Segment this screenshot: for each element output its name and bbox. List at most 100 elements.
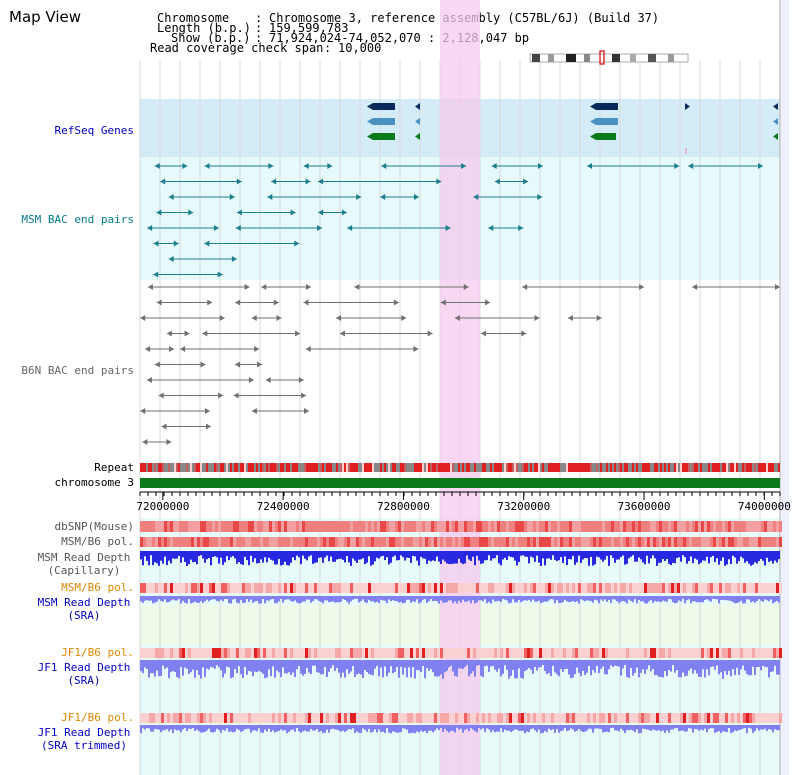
pol-cell <box>494 537 497 547</box>
repeat-segment <box>290 463 292 472</box>
depth-bar <box>436 551 438 557</box>
depth-bar <box>162 551 164 564</box>
pol-cell <box>707 521 710 532</box>
depth-bar <box>618 551 620 560</box>
pol-cell <box>347 583 350 593</box>
depth-bar <box>772 725 774 733</box>
depth-bar <box>436 725 438 729</box>
pol-cell <box>377 713 380 723</box>
depth-bar <box>392 596 394 601</box>
depth-bar <box>464 660 466 668</box>
pol-cell <box>542 537 545 547</box>
depth-bar <box>300 725 302 733</box>
depth-bar <box>366 596 368 603</box>
bac-end <box>166 439 172 445</box>
depth-bar <box>680 551 682 562</box>
pol-cell <box>452 521 455 532</box>
bac-end <box>518 225 524 231</box>
depth-bar <box>496 596 498 602</box>
pol-cell <box>674 537 677 547</box>
track-label-jf1-depth-trim: JF1 Read Depth (SRA trimmed) <box>37 726 131 752</box>
pol-cell <box>629 713 632 723</box>
bac-end <box>494 178 500 185</box>
pol-cell <box>305 648 308 658</box>
depth-bar <box>550 596 552 600</box>
pol-cell <box>602 713 605 723</box>
depth-bar <box>588 660 590 666</box>
depth-bar <box>324 551 326 558</box>
depth-bar <box>654 660 656 676</box>
depth-bar <box>466 725 468 729</box>
repeat-segment <box>718 463 720 472</box>
depth-bar <box>358 551 360 560</box>
pol-cell <box>773 583 776 593</box>
depth-bar <box>146 551 148 561</box>
depth-bar <box>366 660 368 673</box>
bac-end <box>161 423 167 430</box>
depth-bar <box>256 596 258 601</box>
depth-bar <box>706 660 708 670</box>
depth-bar <box>430 725 432 731</box>
repeat-segment <box>398 463 400 472</box>
pol-cell <box>494 521 497 532</box>
depth-bar <box>294 660 296 678</box>
bac-end <box>295 330 301 337</box>
pol-cell <box>521 713 524 723</box>
depth-bar <box>522 660 524 679</box>
pol-cell <box>302 537 305 547</box>
repeat-segment <box>650 463 652 472</box>
depth-bar <box>312 596 314 602</box>
pol-cell <box>572 713 575 723</box>
depth-bar <box>286 725 288 734</box>
depth-bar <box>516 596 518 603</box>
depth-bar <box>330 725 332 730</box>
pol-cell <box>317 521 320 532</box>
depth-bar <box>598 596 600 604</box>
pol-cell <box>749 521 752 532</box>
depth-bar <box>260 660 262 672</box>
bac-end <box>251 408 257 414</box>
depth-bar <box>600 660 602 669</box>
depth-bar <box>278 660 280 673</box>
depth-bar <box>538 725 540 730</box>
depth-bar <box>500 596 502 602</box>
pol-cell <box>449 537 452 547</box>
pol-cell <box>641 521 644 532</box>
pol-cell <box>254 648 257 658</box>
depth-bar <box>686 551 688 564</box>
bac-end <box>156 209 162 216</box>
pol-cell <box>257 521 260 532</box>
pol-cell <box>683 648 686 658</box>
depth-bar <box>192 725 194 728</box>
depth-bar <box>252 551 254 562</box>
depth-bar <box>344 551 346 563</box>
depth-bar <box>662 660 664 678</box>
bac-end <box>145 346 151 352</box>
depth-bar <box>434 551 436 561</box>
repeat-segment <box>596 463 598 472</box>
repeat-segment <box>392 463 394 472</box>
depth-bar <box>244 660 246 667</box>
pol-cell <box>434 583 437 593</box>
depth-bar <box>174 725 176 730</box>
depth-bar <box>758 551 760 562</box>
repeat-segment <box>262 463 264 472</box>
pol-cell <box>494 713 497 723</box>
pol-cell <box>263 713 266 723</box>
depth-bar <box>632 725 634 731</box>
pol-cell <box>155 537 158 547</box>
depth-bar <box>540 725 542 734</box>
pol-cell <box>395 648 398 658</box>
depth-bar <box>374 596 376 603</box>
bac-end <box>200 361 206 368</box>
length-label: Length (b.p.) <box>157 21 251 35</box>
depth-bar <box>576 551 578 563</box>
repeat-segment <box>628 463 630 472</box>
axis-tick-label: 72000000 <box>136 500 190 513</box>
pol-cell <box>293 521 296 532</box>
depth-bar <box>534 551 536 562</box>
depth-bar <box>294 596 296 601</box>
pol-cell <box>518 648 521 658</box>
repeat-segment <box>314 463 316 472</box>
